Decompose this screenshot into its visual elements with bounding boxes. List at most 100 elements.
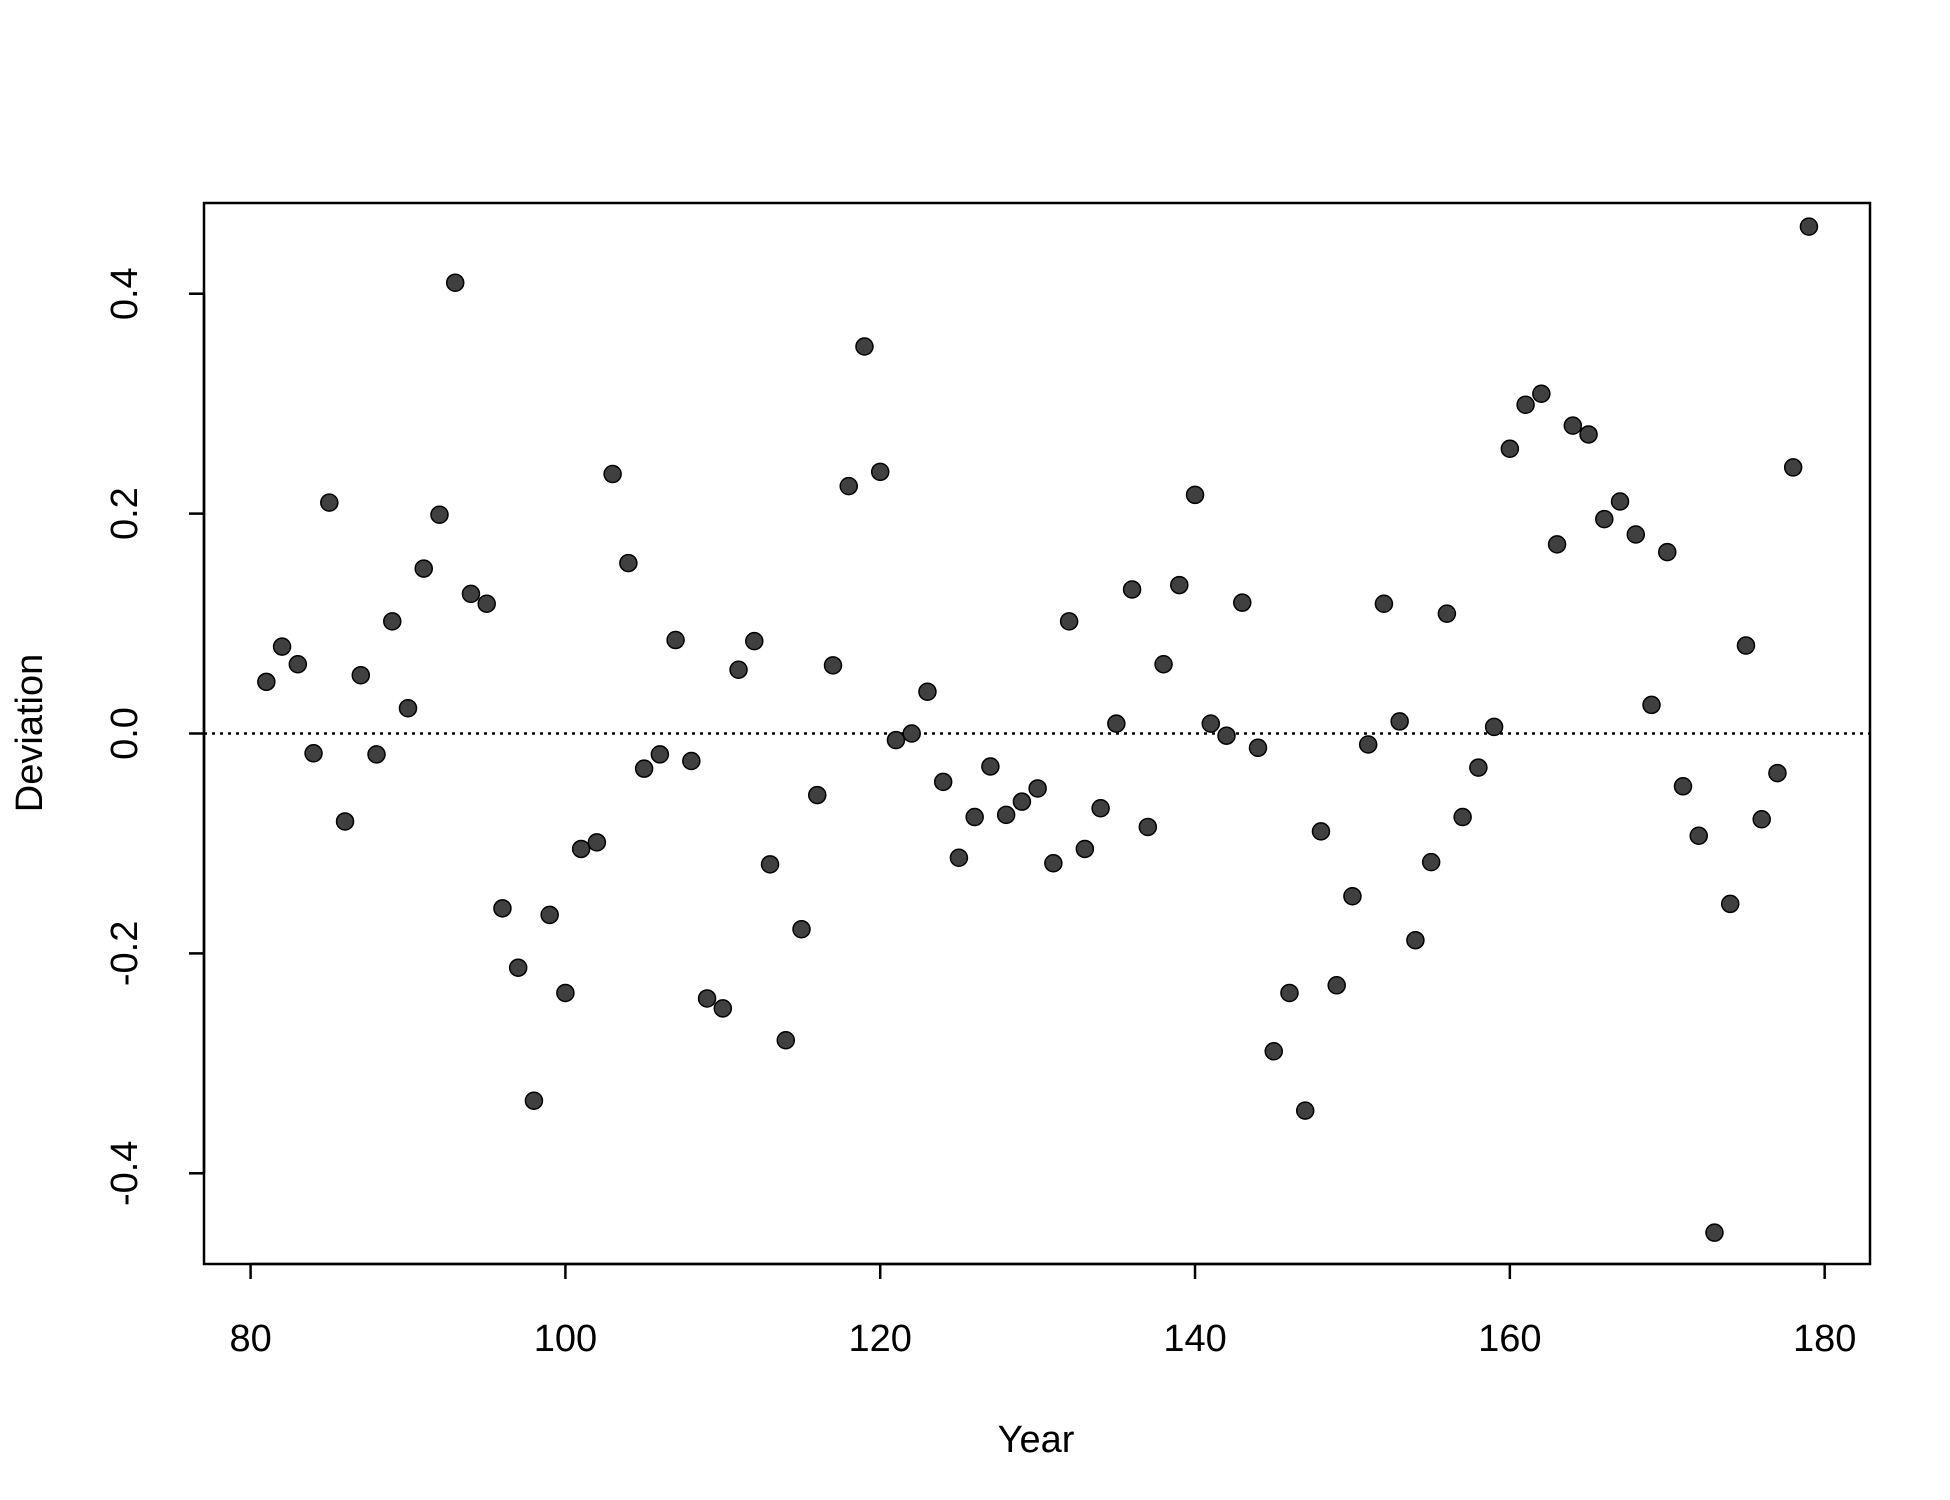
point <box>540 905 559 925</box>
point <box>1280 983 1299 1003</box>
point <box>870 462 890 482</box>
point <box>1500 439 1520 458</box>
y-tick-label: 0.0 <box>104 707 146 760</box>
point <box>1595 509 1614 529</box>
point <box>1579 425 1598 444</box>
point <box>477 594 496 614</box>
x-tick-label: 140 <box>1163 1318 1226 1360</box>
point <box>713 999 733 1018</box>
y-tick-label: -0.4 <box>104 1141 146 1206</box>
point <box>1075 839 1095 859</box>
point <box>855 337 874 356</box>
point <box>272 637 292 656</box>
point <box>1201 714 1221 733</box>
point <box>1358 735 1378 754</box>
point <box>808 785 827 805</box>
point <box>1437 604 1457 623</box>
point <box>1783 458 1803 477</box>
point <box>918 682 937 701</box>
x-tick-label: 180 <box>1793 1318 1856 1360</box>
point <box>1091 799 1110 818</box>
point <box>619 553 638 573</box>
point <box>949 848 969 867</box>
point <box>1658 542 1677 562</box>
point <box>1421 852 1441 872</box>
point <box>367 745 386 764</box>
point <box>1295 1101 1315 1120</box>
point <box>398 698 418 718</box>
point <box>1327 976 1346 995</box>
point <box>886 730 906 750</box>
point <box>1547 535 1567 554</box>
y-axis-label: Deviation <box>9 654 51 812</box>
point <box>304 744 323 763</box>
point <box>933 772 953 792</box>
point <box>1264 1042 1283 1061</box>
point <box>1012 792 1032 811</box>
point <box>430 505 449 524</box>
point <box>1752 810 1771 829</box>
point <box>1343 886 1362 906</box>
point <box>320 493 339 512</box>
point <box>1233 593 1252 612</box>
y-tick-label: -0.2 <box>104 921 146 986</box>
point <box>1311 822 1331 841</box>
point <box>493 899 512 918</box>
point <box>1453 807 1472 827</box>
point <box>745 631 764 651</box>
point <box>414 559 433 578</box>
point <box>1406 930 1425 950</box>
point <box>524 1091 544 1110</box>
point <box>666 630 685 650</box>
point <box>461 584 481 604</box>
point <box>1642 695 1661 715</box>
point <box>1516 395 1535 415</box>
x-tick-label: 80 <box>229 1318 271 1360</box>
point <box>1122 580 1142 599</box>
point <box>1563 416 1583 435</box>
point <box>1626 525 1646 544</box>
point <box>1705 1223 1724 1242</box>
point <box>603 464 622 484</box>
x-tick-label: 160 <box>1478 1318 1541 1360</box>
point <box>760 855 780 874</box>
point <box>1610 492 1630 511</box>
point <box>776 1031 796 1050</box>
y-tick-label: 0.4 <box>104 267 146 320</box>
point <box>729 660 748 679</box>
point <box>1248 738 1268 758</box>
y-tick-label: 0.2 <box>104 487 146 540</box>
point <box>1217 726 1236 745</box>
point <box>1170 575 1189 595</box>
point <box>1390 712 1409 731</box>
x-tick-label: 100 <box>534 1318 597 1360</box>
point <box>1532 384 1551 404</box>
point <box>1469 758 1488 777</box>
point <box>1059 612 1079 631</box>
point <box>445 273 465 292</box>
x-tick-label: 120 <box>849 1318 912 1360</box>
point <box>839 476 858 496</box>
point <box>335 812 355 831</box>
point <box>1044 853 1063 873</box>
point <box>571 839 591 859</box>
point <box>792 919 811 939</box>
point <box>1374 594 1394 614</box>
point <box>1720 894 1740 914</box>
point <box>823 656 843 675</box>
point <box>288 654 308 674</box>
point <box>556 983 575 1003</box>
point <box>965 807 984 827</box>
point <box>508 958 528 977</box>
point <box>996 805 1016 825</box>
point <box>1138 817 1158 837</box>
point <box>902 724 921 743</box>
point <box>1028 779 1047 798</box>
point <box>1799 217 1819 236</box>
point <box>1768 763 1787 783</box>
point <box>1154 654 1173 674</box>
point <box>383 612 402 631</box>
point <box>682 751 701 771</box>
point <box>587 833 607 852</box>
